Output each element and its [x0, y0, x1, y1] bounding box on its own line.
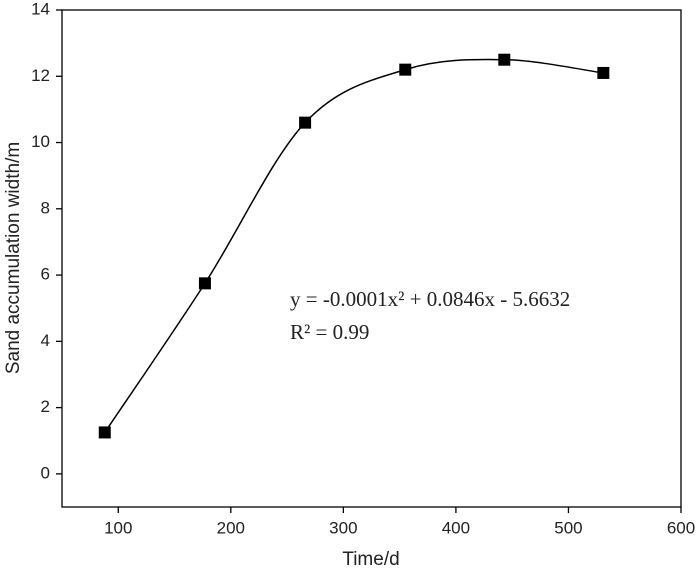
x-tick-label: 600	[667, 518, 695, 537]
y-axis-title: Sand accumulation width/m	[3, 142, 24, 374]
marker	[498, 53, 511, 66]
x-axis-title: Time/d	[342, 549, 399, 570]
y-tick-label: 8	[41, 198, 50, 217]
x-tick-label: 400	[442, 518, 470, 537]
annotation: y = -0.0001x² + 0.0846x - 5.6632	[290, 287, 570, 311]
y-tick-label: 2	[41, 397, 50, 416]
x-tick-label: 200	[217, 518, 245, 537]
y-tick-label: 4	[41, 331, 50, 350]
x-tick-label: 100	[104, 518, 132, 537]
marker	[98, 426, 111, 439]
y-tick-label: 0	[41, 463, 50, 482]
x-tick-label: 500	[554, 518, 582, 537]
series-line	[104, 58, 604, 433]
marker	[399, 63, 412, 76]
x-tick-label: 300	[329, 518, 357, 537]
y-tick-label: 12	[31, 66, 50, 85]
y-tick-label: 6	[41, 265, 50, 284]
y-tick-label: 14	[31, 0, 50, 18]
annotation: R² = 0.99	[290, 320, 369, 344]
marker	[198, 277, 211, 290]
marker	[597, 66, 610, 79]
y-tick-label: 10	[31, 132, 50, 151]
plot-frame	[61, 9, 682, 508]
marker	[299, 116, 312, 129]
